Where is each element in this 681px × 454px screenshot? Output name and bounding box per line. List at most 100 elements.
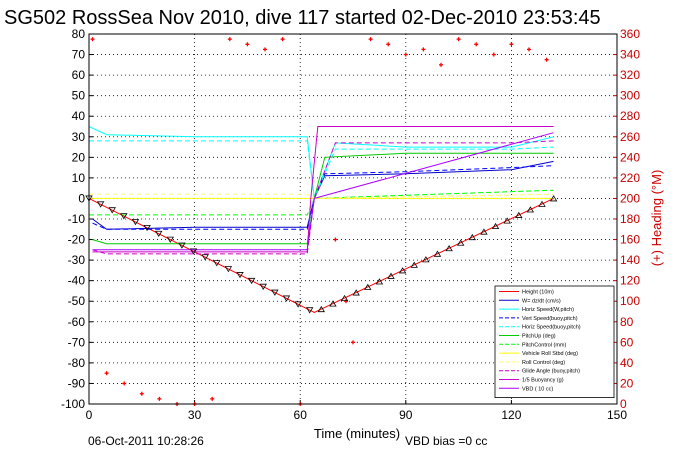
right-y-tick-label: 140 [620, 253, 640, 267]
legend-entry: Height (10m) [522, 290, 554, 296]
height-marker [538, 200, 546, 207]
series-line-8 [89, 193, 554, 199]
y-tick-label: -100 [61, 397, 85, 411]
y-tick-label: 30 [72, 130, 86, 144]
right-y-tick-label: 180 [620, 212, 640, 226]
right-y-tick-label: 320 [620, 68, 640, 82]
heading-marker [210, 396, 215, 401]
heading-marker [386, 42, 391, 47]
chart-title: SG502 RossSea Nov 2010, dive 117 started… [4, 7, 601, 29]
y-tick-label: -10 [68, 212, 86, 226]
legend-entry: 1/5 Buoyancy (g) [522, 378, 564, 384]
height-marker [189, 248, 198, 255]
height-marker [213, 260, 221, 267]
right-y-tick-label: 0 [620, 397, 627, 411]
right-y-tick-label: 260 [620, 130, 640, 144]
right-y-tick-label: 20 [620, 376, 634, 390]
x-tick-label: 30 [188, 408, 202, 422]
x-tick-label: 90 [399, 408, 413, 422]
right-y-tick-label: 280 [620, 109, 640, 123]
height-marker [166, 236, 175, 243]
legend-entry: W= dz/dt (cm/s) [522, 298, 561, 304]
x-tick-label: 60 [294, 408, 308, 422]
legend-entry: VBD ( 10 cc) [522, 386, 553, 392]
heading-marker [368, 37, 373, 42]
height-marker [387, 272, 395, 279]
heading-marker [456, 37, 461, 42]
height-marker [96, 201, 105, 208]
height-marker [201, 254, 209, 261]
height-marker [526, 206, 535, 213]
y-tick-label: -60 [68, 315, 86, 329]
y-tick-label: 50 [72, 89, 86, 103]
height-marker [398, 267, 407, 274]
legend-entry: PitchUp (deg) [522, 334, 556, 340]
height-marker [480, 228, 488, 235]
heading-marker [421, 47, 426, 52]
right-y-tick-label: 220 [620, 171, 640, 185]
right-y-tick-label: 360 [620, 27, 640, 41]
heading-marker [403, 52, 408, 57]
y-tick-label: -40 [68, 274, 86, 288]
heading-marker [351, 340, 355, 345]
height-marker [457, 239, 465, 246]
legend: Height (10m) W= dz/dt (cm/s) Horiz Speed(W… [494, 285, 615, 398]
height-marker [549, 195, 558, 202]
height-marker [422, 256, 430, 263]
y-tick-label: -50 [68, 294, 86, 308]
height-marker [131, 219, 140, 226]
y-tick-label: -80 [68, 356, 86, 370]
right-y-tick-label: 240 [620, 150, 640, 164]
series-line-10 [92, 126, 554, 253]
tick-labels: 0 30 60 90 120 150-100-90-80-70-60-50-40-30-2… [61, 27, 640, 422]
heading-marker [104, 371, 109, 376]
height-marker [143, 224, 151, 232]
y-tick-label: 10 [72, 171, 86, 185]
y-tick-label: -30 [68, 253, 86, 267]
y-tick-label: -90 [68, 376, 86, 390]
height-marker [410, 261, 418, 268]
right-y-tick-label: 100 [620, 294, 640, 308]
y-tick-label: -20 [68, 233, 86, 247]
series-layer [88, 126, 554, 314]
x-tick-label: 120 [501, 408, 521, 422]
series-line-11 [92, 132, 554, 251]
height-marker [247, 277, 256, 285]
height-marker [108, 207, 116, 214]
right-y-tick-label: 340 [620, 48, 640, 62]
series-line-3 [92, 165, 554, 230]
y-tick-label: 80 [72, 27, 86, 41]
height-marker [317, 305, 326, 313]
height-marker [236, 272, 244, 279]
height-marker [503, 217, 511, 224]
y-tick-label: 40 [72, 109, 86, 123]
heading-marker [491, 52, 496, 57]
height-marker [340, 294, 349, 301]
heading-marker [509, 42, 514, 47]
right-y-tick-label: 40 [620, 356, 634, 370]
height-marker [282, 295, 291, 302]
height-markers [85, 195, 558, 314]
heading-marker [527, 47, 531, 52]
plot-frame [88, 33, 618, 405]
heading-marker [544, 57, 549, 62]
heading-marker [157, 396, 162, 401]
height-marker [120, 213, 128, 220]
right-y-tick-label: 300 [620, 89, 640, 103]
x-tick-label: 0 [86, 408, 93, 422]
height-marker [305, 307, 314, 314]
heading-marker [90, 37, 95, 42]
heading-marker [245, 42, 250, 47]
right-y-tick-label: 200 [620, 191, 640, 205]
x-axis-label: Time (minutes) [314, 426, 400, 441]
heading-marker [227, 37, 232, 42]
height-marker [154, 230, 163, 238]
timestamp: 06-Oct-2011 10:28:26 [88, 434, 204, 448]
height-marker [375, 278, 384, 285]
height-marker [271, 289, 279, 296]
right-y-tick-label: 60 [620, 335, 634, 349]
y-tick-label: -70 [68, 335, 86, 349]
y-tick-label: 60 [72, 68, 86, 82]
series-line-6 [89, 189, 554, 216]
